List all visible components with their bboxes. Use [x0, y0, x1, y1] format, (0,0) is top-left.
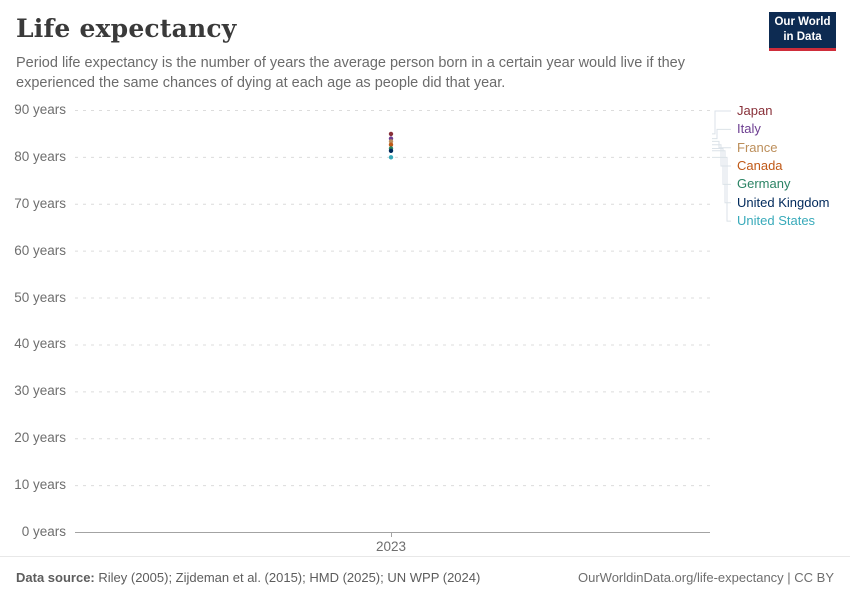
data-point-japan[interactable]: [388, 131, 394, 137]
y-tick-label-10: 10 years: [14, 477, 66, 493]
y-tick-label-90: 90 years: [14, 101, 66, 117]
legend-connector-united-kingdom: [712, 150, 731, 204]
owid-logo-line1: Our World: [774, 16, 831, 28]
legend-connector-canada: [712, 144, 731, 167]
data-point-canada[interactable]: [388, 142, 394, 147]
y-tick-label-0: 0 years: [21, 524, 66, 539]
legend-label-france[interactable]: France: [737, 139, 778, 155]
legend-label-united-kingdom[interactable]: United Kingdom: [737, 194, 830, 210]
chart-title: Life expectancy: [16, 14, 237, 43]
y-tick-label-50: 50 years: [14, 289, 66, 305]
y-tick-label-20: 20 years: [14, 430, 66, 446]
y-tick-label-70: 70 years: [14, 195, 66, 211]
y-tick-label-40: 40 years: [14, 336, 66, 352]
chart-footer: Data source: Riley (2005); Zijdeman et a…: [0, 556, 850, 600]
legend-connector-italy: [712, 128, 731, 140]
legend-label-italy[interactable]: Italy: [737, 121, 761, 137]
data-point-united-kingdom[interactable]: [388, 148, 394, 153]
chart-subtitle: Period life expectancy is the number of …: [16, 55, 685, 91]
data-source-label: Data source:: [16, 570, 95, 585]
data-point-united-states[interactable]: [388, 155, 394, 160]
data-point-france[interactable]: [388, 139, 394, 144]
legend-connector-japan: [712, 110, 731, 135]
footer-link[interactable]: OurWorldinData.org/life-expectancy | CC …: [577, 570, 834, 585]
legend-label-united-states[interactable]: United States: [737, 213, 816, 229]
x-tick-label: 2023: [375, 539, 407, 554]
y-tick-label-60: 60 years: [14, 242, 66, 258]
legend-label-canada[interactable]: Canada: [737, 158, 783, 174]
y-tick-label-80: 80 years: [14, 148, 66, 164]
legend-connector-united-states: [712, 156, 731, 222]
owid-logo-line2: in Data: [783, 30, 822, 43]
legend-label-japan[interactable]: Japan: [737, 103, 773, 118]
data-source-text: Riley (2005); Zijdeman et al. (2015); HM…: [94, 570, 481, 585]
y-tick-label-30: 30 years: [14, 383, 66, 399]
owid-logo[interactable]: Our World in Data: [769, 12, 836, 51]
legend-label-germany[interactable]: Germany: [737, 176, 791, 192]
data-source-note: Data source: Riley (2005); Zijdeman et a…: [16, 570, 480, 585]
